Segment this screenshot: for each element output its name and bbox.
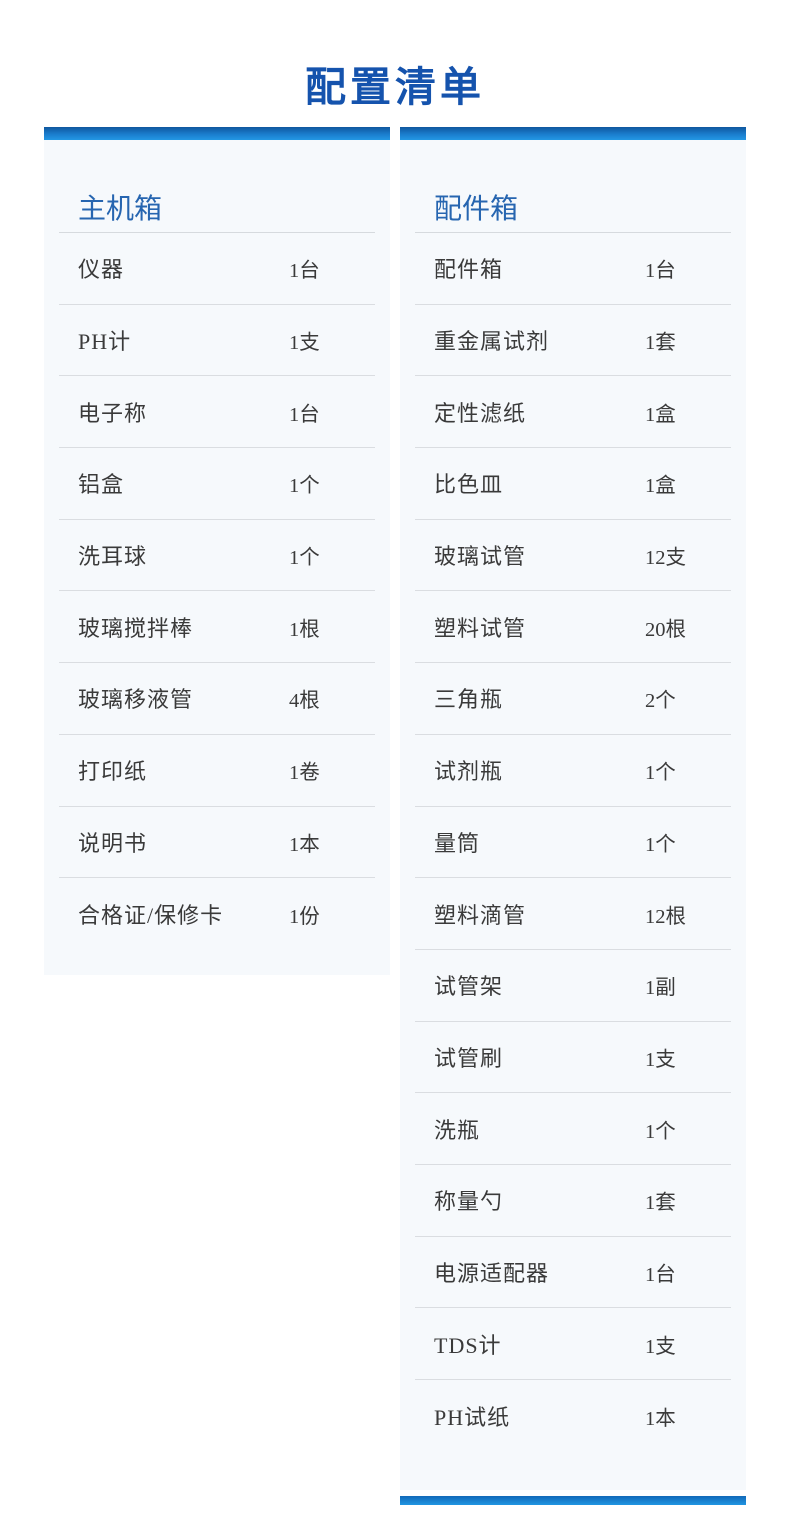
item-name: 合格证/保修卡 [78,903,224,929]
item-quantity: 1个 [645,833,676,856]
item-quantity: 12支 [645,547,686,570]
table-row: 合格证/保修卡 1份 [59,878,375,950]
table-row: 量筒 1个 [415,807,731,879]
table-row: 说明书 1本 [59,807,375,879]
item-name: 量筒 [434,830,481,856]
header-divider [59,232,375,233]
table-row: 洗瓶 1个 [415,1093,731,1165]
table-row: PH计 1支 [59,305,375,377]
item-quantity: 1套 [645,1192,676,1215]
item-list: 仪器 1台 PH计 1支 电子称 1台 铝盒 1个 洗耳球 1个 玻璃搅拌棒 1根 玻璃移液管 4根 打印纸… [44,233,390,950]
table-row: 三角瓶 2个 [415,663,731,735]
item-quantity: 1个 [289,475,320,498]
item-quantity: 1个 [289,547,320,570]
item-list: 配件箱 1台 重金属试剂 1套 定性滤纸 1盒 比色皿 1盒 玻璃试管 12支 塑料试管 20根 三角瓶… [400,233,746,1452]
item-quantity: 2个 [645,690,676,713]
table-row: 仪器 1台 [59,233,375,305]
item-quantity: 1根 [289,618,320,641]
main-unit-box-card: 主机箱 仪器 1台 PH计 1支 电子称 1台 铝盒 1个 洗耳球 1个 玻璃搅拌棒 1根 玻璃移液管 4… [44,127,390,975]
item-name: 电源适配器 [434,1260,550,1286]
table-row: 试剂瓶 1个 [415,735,731,807]
item-name: 试剂瓶 [434,759,504,785]
item-quantity: 1台 [645,260,676,283]
accent-bar-top [400,127,746,140]
table-row: 称量勺 1套 [415,1165,731,1237]
item-name: 定性滤纸 [434,400,527,426]
table-row: 玻璃搅拌棒 1根 [59,591,375,664]
item-name: 试管架 [434,974,504,1000]
table-row: 重金属试剂 1套 [415,305,731,377]
table-row: 电源适配器 1台 [415,1237,731,1309]
item-quantity: 1支 [645,1048,676,1071]
item-name: 塑料试管 [434,615,527,641]
card-body: 配件箱 配件箱 1台 重金属试剂 1套 定性滤纸 1盒 比色皿 1盒 玻璃试管 12支 塑料试管 20… [400,140,746,1490]
item-quantity: 1支 [289,332,320,355]
item-quantity: 1个 [645,1120,676,1143]
item-quantity: 1副 [645,977,676,1000]
table-row: 玻璃试管 12支 [415,520,731,592]
item-name: 洗耳球 [78,544,148,570]
item-name: 仪器 [78,257,125,283]
page-title: 配置清单 [305,64,485,111]
table-row: 试管刷 1支 [415,1022,731,1094]
item-name: 玻璃移液管 [78,687,194,713]
item-name: 重金属试剂 [434,329,550,355]
item-name: PH计 [78,329,132,355]
item-name: 塑料滴管 [434,902,527,928]
item-quantity: 4根 [289,690,320,713]
table-row: 打印纸 1卷 [59,735,375,807]
item-quantity: 12根 [645,905,686,928]
table-row: PH试纸 1本 [415,1380,731,1452]
table-row: 塑料滴管 12根 [415,878,731,950]
item-name: 称量勺 [434,1189,504,1215]
item-name: 铝盒 [78,472,125,498]
item-quantity: 1台 [645,1263,676,1286]
table-row: 铝盒 1个 [59,448,375,520]
section-header-accessory: 配件箱 [434,194,519,225]
table-row: 塑料试管 20根 [415,591,731,664]
item-name: 比色皿 [434,472,504,498]
item-quantity: 1盒 [645,403,676,426]
item-name: 玻璃搅拌棒 [78,615,194,641]
item-quantity: 1支 [645,1335,676,1358]
table-row: TDS计 1支 [415,1308,731,1380]
item-quantity: 1本 [645,1407,676,1430]
table-row: 电子称 1台 [59,376,375,449]
table-row: 玻璃移液管 4根 [59,663,375,735]
table-row: 试管架 1副 [415,950,731,1022]
accent-bar-bottom [400,1496,746,1505]
item-name: 电子称 [78,400,148,426]
section-header-main-unit: 主机箱 [78,194,163,225]
accent-bar-top [44,127,390,140]
item-quantity: 1台 [289,403,320,426]
table-row: 配件箱 1台 [415,233,731,305]
table-row: 定性滤纸 1盒 [415,376,731,449]
item-quantity: 20根 [645,618,686,641]
table-row: 比色皿 1盒 [415,448,731,520]
item-name: TDS计 [434,1332,502,1358]
item-name: 试管刷 [434,1045,504,1071]
item-quantity: 1个 [645,762,676,785]
item-quantity: 1本 [289,833,320,856]
item-name: 说明书 [78,830,148,856]
item-name: 洗瓶 [434,1117,481,1143]
item-quantity: 1份 [289,906,320,929]
item-name: 打印纸 [78,759,148,785]
item-quantity: 1套 [645,332,676,355]
item-name: 三角瓶 [434,687,504,713]
item-quantity: 1盒 [645,475,676,498]
table-row: 洗耳球 1个 [59,520,375,592]
item-quantity: 1台 [289,260,320,283]
header-divider [415,232,731,233]
item-quantity: 1卷 [289,762,320,785]
item-name: PH试纸 [434,1404,511,1430]
item-name: 玻璃试管 [434,544,527,570]
item-name: 配件箱 [434,257,504,283]
accessory-box-card: 配件箱 配件箱 1台 重金属试剂 1套 定性滤纸 1盒 比色皿 1盒 玻璃试管 12支 塑料试管 20… [400,127,746,1505]
card-body: 主机箱 仪器 1台 PH计 1支 电子称 1台 铝盒 1个 洗耳球 1个 玻璃搅拌棒 1根 玻璃移液管 4… [44,140,390,975]
